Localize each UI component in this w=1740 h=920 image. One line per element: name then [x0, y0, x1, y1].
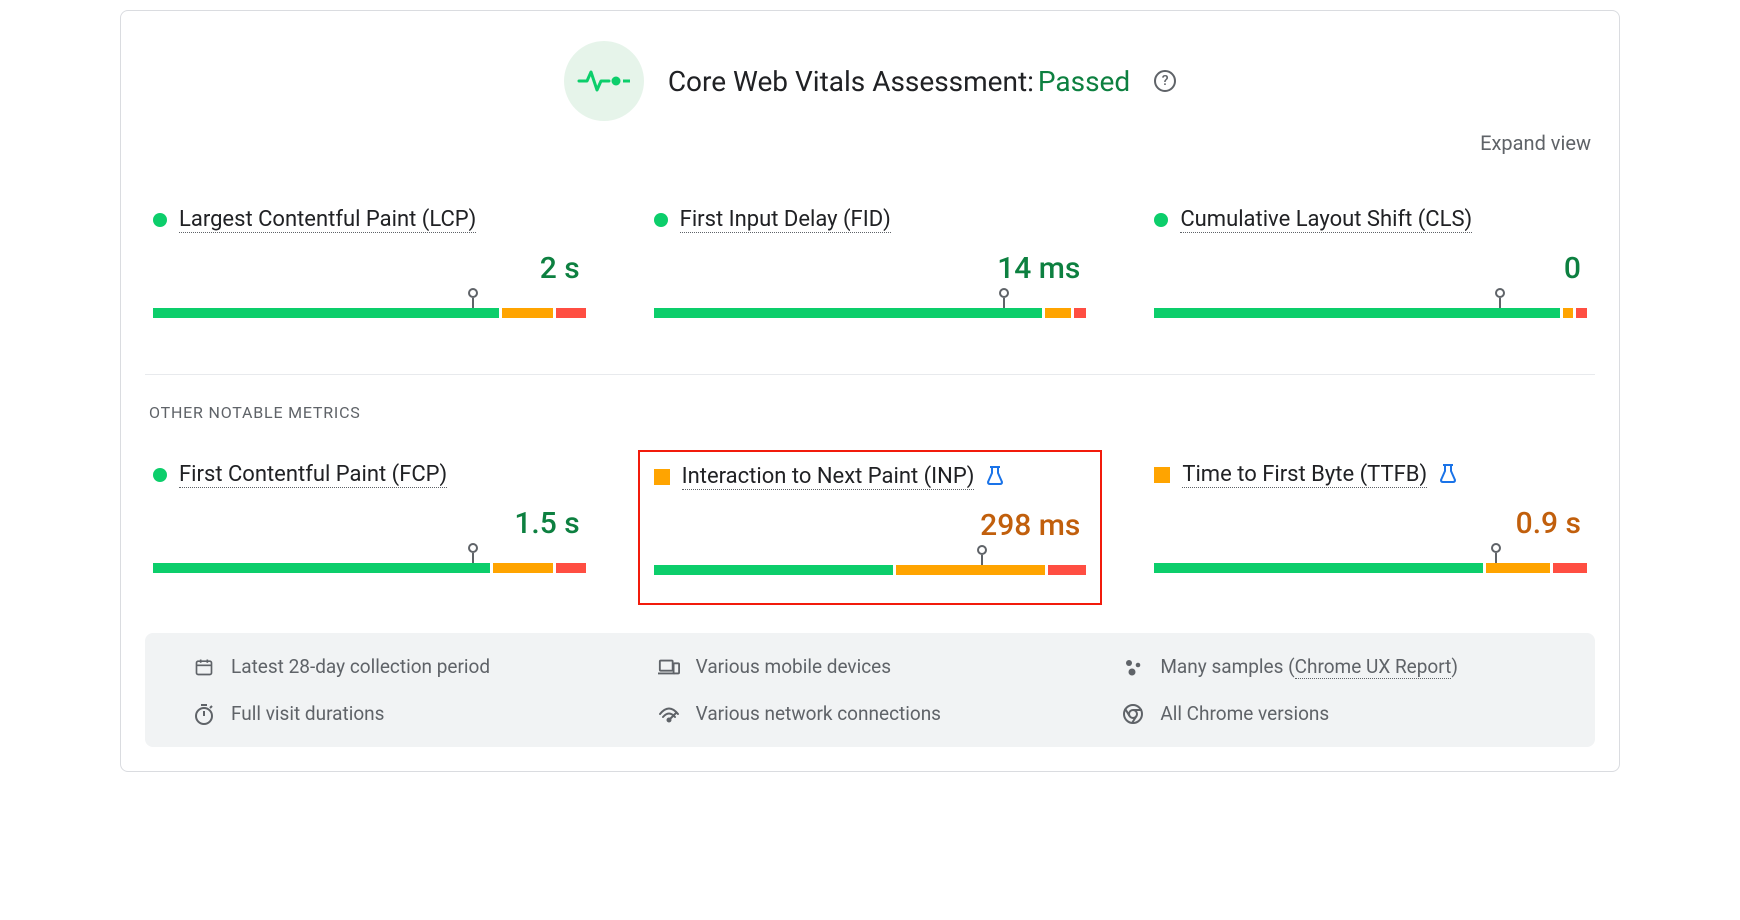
metric-name-link[interactable]: Largest Contentful Paint (LCP): [179, 207, 476, 233]
bar-segment: [1576, 308, 1587, 318]
status-dot-icon: [654, 213, 668, 227]
metric-distribution-bar: [654, 551, 1087, 575]
bar-segment: [556, 308, 586, 318]
metric-card: Interaction to Next Paint (INP) 298 ms: [638, 450, 1103, 605]
metric-card: Largest Contentful Paint (LCP) 2 s: [149, 195, 590, 338]
footer-versions: All Chrome versions: [1122, 702, 1547, 725]
metric-name-link[interactable]: First Input Delay (FID): [680, 207, 891, 233]
metric-distribution-bar: [1154, 549, 1587, 573]
metric-card: First Input Delay (FID) 14 ms: [650, 195, 1091, 338]
metric-value: 14 ms: [654, 251, 1087, 286]
metric-name-link[interactable]: Cumulative Layout Shift (CLS): [1180, 207, 1472, 233]
bar-segment: [1045, 308, 1071, 318]
bar-segment: [1154, 563, 1483, 573]
bar-segment: [556, 563, 586, 573]
metric-value: 298 ms: [654, 508, 1087, 543]
metric-value: 2 s: [153, 251, 586, 286]
percentile-marker-icon: [977, 545, 987, 555]
devices-icon: [658, 656, 680, 678]
core-metrics-grid: Largest Contentful Paint (LCP) 2 s First I…: [145, 195, 1595, 338]
metric-distribution-bar: [1154, 294, 1587, 318]
metric-card: Time to First Byte (TTFB) 0.9 s: [1150, 450, 1591, 597]
percentile-marker-icon: [468, 543, 478, 553]
metric-distribution-bar: [654, 294, 1087, 318]
metric-distribution-bar: [153, 294, 586, 318]
assessment-header: Core Web Vitals Assessment: Passed ?: [145, 41, 1595, 121]
bar-segment: [1486, 563, 1550, 573]
metric-header: First Input Delay (FID): [654, 207, 1087, 233]
footer-period: Latest 28-day collection period: [193, 655, 618, 678]
bar-segment: [1553, 563, 1587, 573]
metric-name-link[interactable]: First Contentful Paint (FCP): [179, 462, 447, 488]
help-icon[interactable]: ?: [1154, 70, 1176, 92]
chrome-icon: [1122, 703, 1144, 725]
section-divider: [145, 374, 1595, 375]
metric-name-link[interactable]: Time to First Byte (TTFB): [1182, 462, 1427, 488]
expand-view-link[interactable]: Expand view: [1480, 131, 1591, 155]
crux-report-link[interactable]: Chrome UX Report: [1295, 655, 1452, 679]
metric-card: Cumulative Layout Shift (CLS) 0: [1150, 195, 1591, 338]
bar-segment: [1074, 308, 1087, 318]
expand-row: Expand view: [145, 131, 1595, 195]
status-square-icon: [1154, 467, 1170, 483]
vitals-pulse-icon: [564, 41, 644, 121]
bar-segment: [493, 563, 553, 573]
bar-segment: [502, 308, 553, 318]
footer-durations: Full visit durations: [193, 702, 618, 725]
bar-segment: [896, 565, 1045, 575]
percentile-marker-icon: [1495, 288, 1505, 298]
status-dot-icon: [153, 468, 167, 482]
experimental-flask-icon[interactable]: [1439, 463, 1457, 488]
metric-card: First Contentful Paint (FCP) 1.5 s: [149, 450, 590, 597]
experimental-flask-icon[interactable]: [986, 465, 1004, 490]
metric-value: 0: [1154, 251, 1587, 286]
assessment-title: Core Web Vitals Assessment:: [668, 65, 1034, 98]
network-icon: [658, 703, 680, 725]
metric-distribution-bar: [153, 549, 586, 573]
metric-value: 0.9 s: [1154, 506, 1587, 541]
core-web-vitals-card: Core Web Vitals Assessment: Passed ? Exp…: [120, 10, 1620, 772]
percentile-marker-icon: [468, 288, 478, 298]
metric-header: First Contentful Paint (FCP): [153, 462, 586, 488]
metric-name-link[interactable]: Interaction to Next Paint (INP): [682, 464, 975, 490]
metric-header: Interaction to Next Paint (INP): [654, 464, 1087, 490]
bar-segment: [153, 563, 490, 573]
assessment-status: Passed: [1038, 65, 1130, 98]
bar-segment: [153, 308, 499, 318]
footer-network: Various network connections: [658, 702, 1083, 725]
bar-segment: [1154, 308, 1559, 318]
other-metrics-grid: First Contentful Paint (FCP) 1.5 s Interac…: [145, 450, 1595, 597]
footer-samples: Many samples (Chrome UX Report): [1122, 655, 1547, 678]
bar-segment: [1563, 308, 1574, 318]
other-metrics-label: OTHER NOTABLE METRICS: [145, 403, 1595, 422]
assessment-title-row: Core Web Vitals Assessment: Passed: [668, 65, 1130, 98]
status-dot-icon: [1154, 213, 1168, 227]
metric-header: Time to First Byte (TTFB): [1154, 462, 1587, 488]
samples-icon: [1122, 656, 1144, 678]
status-square-icon: [654, 469, 670, 485]
metric-header: Largest Contentful Paint (LCP): [153, 207, 586, 233]
percentile-marker-icon: [999, 288, 1009, 298]
data-source-footer: Latest 28-day collection period Various …: [145, 633, 1595, 747]
metric-value: 1.5 s: [153, 506, 586, 541]
bar-segment: [654, 308, 1042, 318]
percentile-marker-icon: [1491, 543, 1501, 553]
metric-header: Cumulative Layout Shift (CLS): [1154, 207, 1587, 233]
calendar-icon: [193, 656, 215, 678]
footer-devices: Various mobile devices: [658, 655, 1083, 678]
bar-segment: [1048, 565, 1086, 575]
status-dot-icon: [153, 213, 167, 227]
bar-segment: [654, 565, 893, 575]
stopwatch-icon: [193, 703, 215, 725]
